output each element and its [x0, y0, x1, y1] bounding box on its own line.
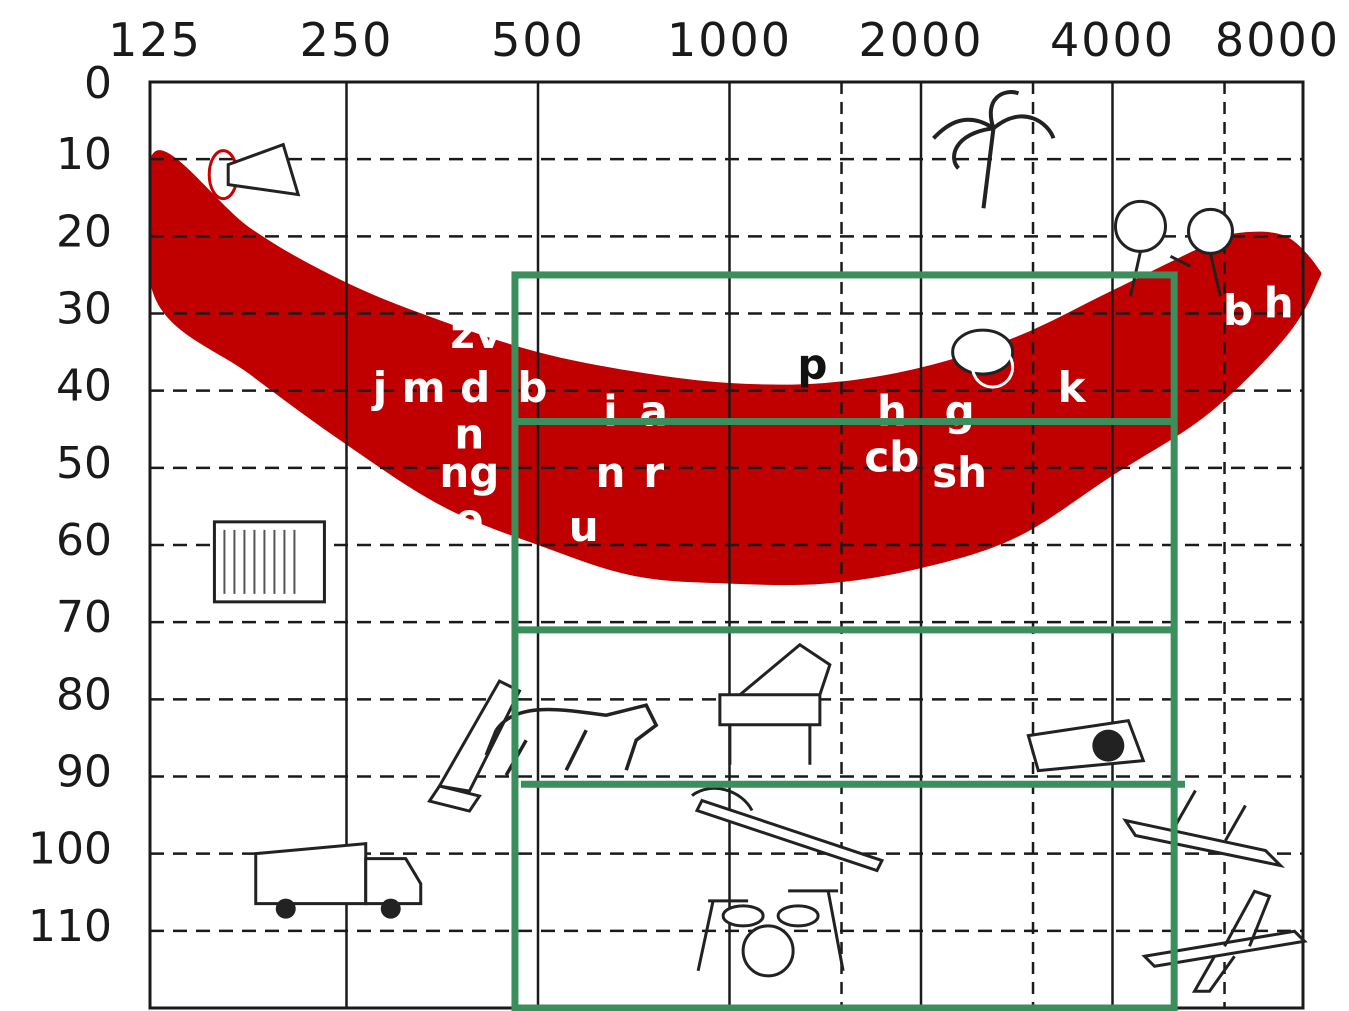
sound-icons [207, 90, 1308, 993]
phoneme-label: b [1223, 286, 1253, 335]
piano-icon [718, 642, 832, 765]
bird-icon [207, 142, 301, 201]
grid [148, 80, 1305, 1010]
y-tick-label: 30 [56, 284, 112, 335]
overlay-box [511, 271, 1178, 1011]
y-tick-label: 50 [56, 438, 112, 489]
y-tick-label: 100 [28, 824, 112, 875]
y-tick-label: 90 [56, 747, 112, 798]
x-tick-label: 125 [108, 13, 202, 67]
x-tick-label: 1000 [667, 13, 792, 67]
phoneme-label: h [877, 386, 907, 435]
phoneme-label: zv [450, 309, 502, 358]
phoneme-label: g [945, 386, 975, 435]
phoneme-label: cb [864, 433, 919, 482]
palm-tree-icon [932, 90, 1056, 209]
phoneme-label: j m d [371, 363, 490, 412]
y-tick-label: 10 [56, 129, 112, 180]
overlay-boxes [511, 271, 1185, 1011]
y-tick-labels: 0 10 20 30 40 50 60 70 80 90 100 110 [28, 58, 112, 952]
y-tick-label: 110 [28, 901, 112, 952]
speech-banana [150, 150, 1322, 586]
phoneme-label: e [455, 494, 484, 543]
y-tick-label: 70 [56, 592, 112, 643]
bird-singing-icon [951, 328, 1015, 389]
phoneme-label: h [1264, 278, 1294, 327]
airplane-icon [1141, 889, 1308, 993]
air-conditioner-icon [212, 520, 326, 604]
truck-icon [254, 842, 423, 919]
y-tick-label: 80 [56, 669, 112, 720]
y-tick-label: 20 [56, 206, 112, 257]
phoneme-label: k [1058, 363, 1087, 412]
phoneme-label: p [797, 340, 827, 389]
x-tick-label: 8000 [1215, 13, 1340, 67]
x-tick-label: 500 [491, 13, 585, 67]
x-tick-label: 4000 [1050, 13, 1175, 67]
y-tick-label: 60 [56, 515, 112, 566]
speech-banana-area [150, 150, 1322, 586]
phoneme-label: u [569, 502, 599, 551]
phoneme-label: r [643, 448, 664, 497]
phoneme-label: n [596, 448, 626, 497]
dog-icon [484, 703, 659, 777]
x-tick-labels: 125 250 500 1000 2000 4000 8000 [108, 13, 1340, 67]
phoneme-label: sh [932, 448, 987, 497]
motorcycle-icon [1122, 789, 1286, 869]
phoneme-label: ng [439, 448, 499, 497]
x-tick-label: 250 [300, 13, 394, 67]
drum-kit-icon [696, 889, 845, 978]
y-tick-label: 0 [84, 58, 112, 109]
phoneme-label: i [603, 386, 617, 435]
children-icon [1113, 199, 1234, 297]
x-tick-label: 2000 [858, 13, 983, 67]
phoneme-label: a [640, 386, 668, 435]
telephone-icon [1026, 718, 1146, 773]
chainsaw-icon [691, 786, 885, 873]
y-tick-label: 40 [56, 361, 112, 412]
phoneme-label: n [454, 409, 484, 458]
phoneme-label: b [517, 363, 547, 412]
